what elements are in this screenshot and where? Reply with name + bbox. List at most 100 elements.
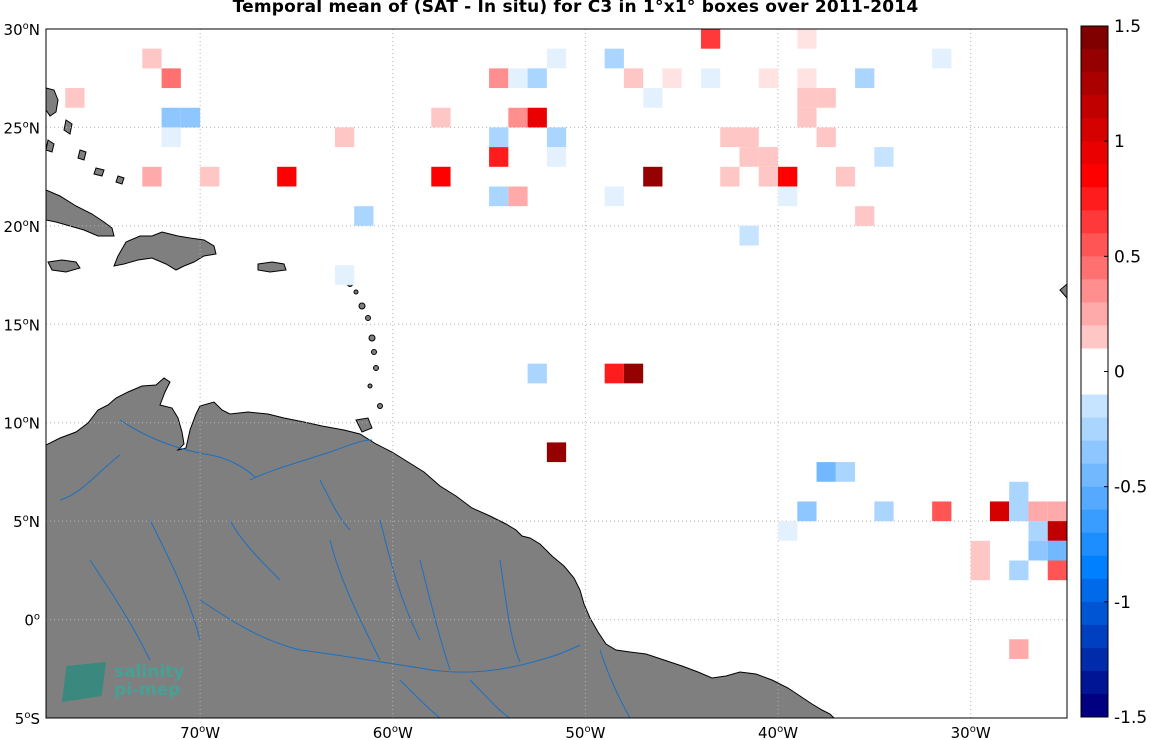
data-cell-48 (508, 186, 528, 207)
lon-label-0: 70oW (180, 724, 220, 740)
data-cell-54 (334, 265, 355, 285)
colorbar-label-1: 1 (1114, 132, 1125, 152)
colorbar-label-6: -1.5 (1114, 708, 1147, 728)
data-cell-78 (1009, 639, 1029, 659)
colorbar-step-23 (1081, 555, 1108, 580)
colorbar-label-3: 0 (1114, 363, 1125, 383)
logo-line-1: salinity (114, 662, 185, 682)
data-cell-60 (835, 462, 856, 482)
lat-label-4: 10oN (4, 415, 40, 433)
colorbar-step-25 (1081, 601, 1108, 626)
data-cell-67 (1028, 501, 1048, 522)
logo-mark-icon (62, 662, 106, 702)
data-cell-31 (739, 127, 759, 148)
colorbar-labels: 1.5 1 0.5 0 -0.5 -1 -1.5 (1104, 17, 1147, 728)
data-cell-17 (643, 88, 663, 108)
colorbar-step-2 (1081, 72, 1108, 96)
lat-label-1: 25oN (4, 119, 40, 137)
data-cell-28 (489, 127, 509, 148)
data-cell-42 (643, 166, 663, 187)
data-cell-27 (334, 127, 355, 148)
data-cell-14 (797, 68, 817, 89)
colorbar-step-28 (1081, 670, 1108, 695)
data-cell-32 (816, 127, 836, 148)
data-cell-53 (739, 225, 759, 246)
colorbar-step-20 (1081, 486, 1108, 511)
data-cell-55 (527, 363, 547, 384)
data-cell-3 (700, 29, 721, 49)
graticule (46, 28, 1067, 719)
data-cell-4 (797, 29, 817, 49)
colorbar-step-16 (1081, 394, 1108, 419)
data-cell-56 (604, 363, 624, 384)
colorbar-step-6 (1081, 164, 1108, 188)
south-america-land (46, 377, 835, 718)
colorbar-step-10 (1081, 256, 1108, 280)
data-cell-13 (758, 68, 779, 89)
data-cell-11 (662, 68, 682, 89)
colorbar-label-0: 1.5 (1114, 17, 1141, 37)
trinidad-land (355, 417, 373, 433)
data-cell-12 (700, 68, 721, 89)
lon-label-2: 50oW (565, 724, 605, 740)
colorbar-step-11 (1081, 279, 1108, 303)
data-cell-51 (354, 206, 374, 226)
data-cell-49 (604, 186, 624, 207)
data-cell-7 (489, 68, 509, 89)
colorbar-label-5: -1 (1114, 593, 1131, 613)
data-cell-33 (489, 147, 509, 167)
rivers (59, 419, 631, 718)
jamaica-land (47, 259, 81, 273)
data-cell-76 (1009, 560, 1029, 581)
data-cell-0 (142, 48, 162, 69)
data-cell-35 (739, 147, 759, 167)
colorbar-step-15 (1081, 371, 1108, 396)
data-cell-10 (623, 68, 644, 89)
colorbar-step-7 (1081, 187, 1108, 211)
lat-label-6: 0o (24, 612, 40, 630)
data-cell-66 (1009, 501, 1029, 522)
latitude-labels: 30oN 25oN 20oN 15oN 10oN 5oN 0o 5oS (4, 21, 40, 728)
land-layer (46, 87, 1067, 718)
bahamas-islands (46, 87, 125, 185)
data-cell-44 (758, 166, 779, 187)
data-cell-16 (65, 88, 85, 108)
colorbar-label-4: -0.5 (1114, 478, 1147, 498)
data-cell-22 (431, 107, 451, 128)
colorbar-step-4 (1081, 118, 1108, 142)
colorbar-step-27 (1081, 647, 1108, 672)
data-cell-50 (778, 186, 798, 207)
data-cell-30 (720, 127, 740, 148)
data-cell-2 (604, 48, 624, 69)
data-cell-8 (508, 68, 528, 89)
data-cell-39 (200, 166, 220, 187)
data-cell-23 (508, 107, 528, 128)
data-cell-6 (161, 68, 181, 89)
data-cell-19 (816, 88, 836, 108)
data-cell-9 (527, 68, 547, 89)
data-cell-45 (778, 166, 798, 187)
lat-label-3: 15oN (4, 316, 40, 334)
colorbar-step-14 (1081, 348, 1108, 372)
logo-line-2: pi-mep (114, 680, 181, 700)
colorbar-step-19 (1081, 463, 1108, 488)
data-cell-71 (1047, 521, 1067, 541)
data-cell-77 (1047, 560, 1067, 581)
data-cell-34 (546, 147, 567, 167)
data-cell-63 (874, 501, 894, 522)
data-cell-40 (277, 166, 297, 187)
lat-label-0: 30oN (4, 21, 40, 39)
data-cell-36 (758, 147, 779, 167)
cuba-land (46, 189, 115, 237)
colorbar-step-8 (1081, 210, 1108, 234)
data-cell-52 (855, 206, 875, 226)
data-cell-20 (161, 107, 181, 128)
data-cell-72 (970, 540, 990, 561)
lon-label-1: 60oW (373, 724, 413, 740)
data-cell-64 (932, 501, 952, 522)
data-cell-46 (835, 166, 856, 187)
colorbar-step-29 (1081, 693, 1108, 718)
data-cell-61 (1009, 481, 1029, 502)
data-cell-74 (1047, 540, 1067, 561)
